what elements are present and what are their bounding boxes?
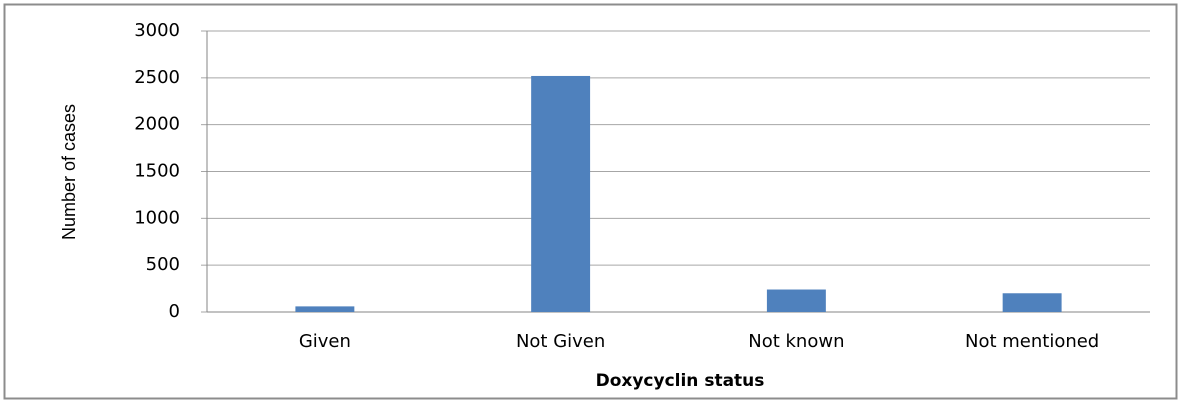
x-tick-label: Not mentioned xyxy=(965,331,1099,352)
chart-frame xyxy=(3,3,1178,400)
bar xyxy=(766,289,826,312)
y-tick-label: 1500 xyxy=(134,161,180,182)
y-tick-label: 2000 xyxy=(134,114,180,135)
y-tick-label: 500 xyxy=(146,254,180,275)
x-tick-label: Given xyxy=(299,331,351,352)
x-tick-label: Not known xyxy=(748,331,844,352)
y-tick-label: 2500 xyxy=(134,67,180,88)
y-tick-label: 0 xyxy=(169,301,180,322)
y-axis-label: Number of cases xyxy=(59,104,79,240)
x-axis-label: Doxycyclin status xyxy=(596,371,765,391)
x-tick-label: Not Given xyxy=(516,331,605,352)
y-tick-label: 3000 xyxy=(134,20,180,41)
y-tick-label: 1000 xyxy=(134,207,180,228)
bar xyxy=(295,306,355,312)
bar xyxy=(1002,293,1062,312)
bar xyxy=(531,75,591,313)
